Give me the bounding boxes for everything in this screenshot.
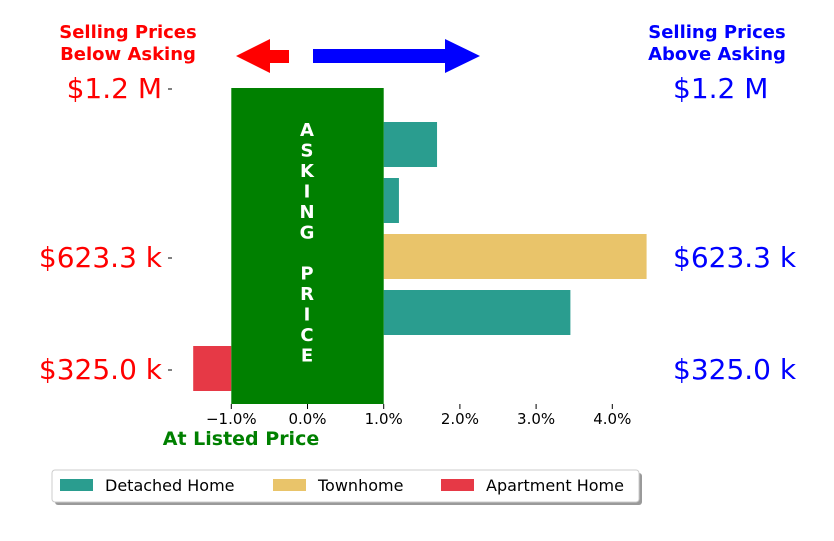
- legend-swatch: [441, 479, 474, 491]
- below-asking-title-line1: Selling Prices: [59, 22, 196, 43]
- legend-item-apartment-home: Apartment Home: [441, 476, 624, 495]
- legend-swatch: [273, 479, 306, 491]
- asking-letter: G: [300, 223, 315, 244]
- x-tick-label: 4.0%: [593, 410, 631, 428]
- below-asking-title-line2: Below Asking: [60, 44, 196, 65]
- asking-price-block: [231, 88, 384, 404]
- legend: Detached Home Townhome Apartment Home: [51, 469, 642, 505]
- price-label-left: $325.0 k: [39, 353, 163, 386]
- right-arrow-icon: [313, 39, 480, 73]
- bar-detached-home-1: [383, 178, 399, 223]
- legend-swatch: [60, 479, 93, 491]
- above-asking-title-line2: Above Asking: [648, 44, 786, 65]
- asking-letter: A: [300, 120, 314, 141]
- asking-letter: K: [300, 161, 315, 182]
- price-label-left: $1.2 M: [67, 72, 162, 105]
- legend-label: Detached Home: [105, 476, 235, 495]
- bars-group: [193, 122, 647, 391]
- asking-letter: I: [304, 305, 311, 326]
- x-tick-label: 1.0%: [365, 410, 403, 428]
- x-axis: −1.0% 0.0% 1.0% 2.0% 3.0% 4.0%: [206, 404, 631, 428]
- x-tick-label: 2.0%: [441, 410, 479, 428]
- asking-letter: I: [304, 182, 311, 203]
- above-asking-title-line1: Selling Prices: [648, 22, 785, 43]
- bar-townhome-2: [383, 234, 647, 279]
- left-arrow-icon: [236, 39, 289, 73]
- legend-item-detached-home: Detached Home: [60, 476, 235, 495]
- bar-apartment-home-4: [193, 346, 232, 391]
- asking-letter: N: [299, 202, 314, 223]
- price-label-right: $1.2 M: [673, 72, 768, 105]
- price-label-right: $623.3 k: [673, 241, 797, 274]
- price-label-right: $325.0 k: [673, 353, 797, 386]
- legend-label: Apartment Home: [486, 476, 624, 495]
- asking-letter: E: [301, 346, 313, 367]
- asking-letter: P: [300, 264, 313, 285]
- x-tick-label: 3.0%: [517, 410, 555, 428]
- legend-item-townhome: Townhome: [273, 476, 403, 495]
- legend-label: Townhome: [317, 476, 403, 495]
- price-labels: $1.2 M $1.2 M $623.3 k $623.3 k $325.0 k $325…: [39, 72, 797, 386]
- at-listed-price-label: At Listed Price: [163, 428, 319, 450]
- bar-detached-home-0: [383, 122, 438, 167]
- price-label-left: $623.3 k: [39, 241, 163, 274]
- bar-detached-home-3: [383, 290, 571, 335]
- asking-letter: S: [301, 141, 314, 162]
- asking-letter: R: [300, 284, 314, 305]
- x-tick-label: 0.0%: [288, 410, 326, 428]
- asking-letter: C: [300, 325, 313, 346]
- x-tick-label: −1.0%: [206, 410, 257, 428]
